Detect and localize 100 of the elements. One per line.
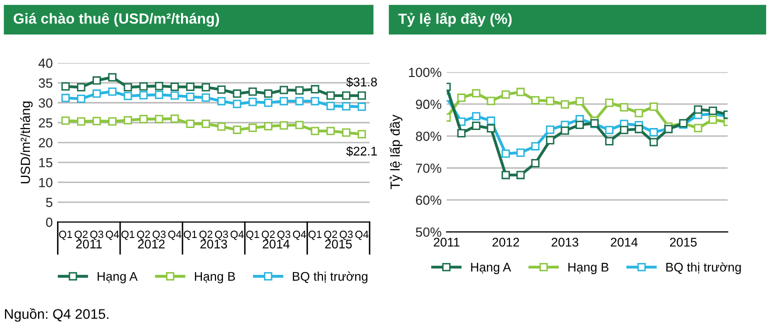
point bbox=[650, 138, 658, 146]
x-tick-label: Q2 bbox=[137, 230, 150, 240]
point bbox=[264, 98, 272, 107]
point bbox=[342, 91, 350, 100]
point bbox=[92, 76, 101, 85]
y-tick-label: 25 bbox=[38, 118, 52, 128]
point bbox=[576, 120, 584, 130]
point bbox=[620, 126, 628, 134]
legend-label: Hạng A bbox=[471, 262, 512, 274]
point bbox=[154, 82, 164, 90]
y-tick-label: 50% bbox=[416, 227, 442, 237]
x-tick-label: Q3 bbox=[340, 230, 353, 240]
point bbox=[202, 120, 210, 128]
point bbox=[472, 122, 480, 130]
point bbox=[342, 102, 350, 110]
y-tick-label: 90% bbox=[416, 100, 442, 110]
point bbox=[546, 136, 554, 144]
legend-label: Hạng B bbox=[194, 272, 235, 284]
point bbox=[280, 121, 288, 130]
x-tick-label: Q1 bbox=[246, 230, 260, 240]
point bbox=[502, 90, 510, 99]
x-tick-label: Q4 bbox=[168, 230, 182, 240]
point bbox=[186, 82, 194, 92]
point bbox=[154, 90, 164, 99]
x-tick-label: Q2 bbox=[324, 230, 338, 240]
point bbox=[546, 96, 554, 106]
point bbox=[310, 96, 320, 106]
point bbox=[472, 112, 480, 120]
point bbox=[217, 122, 226, 131]
point bbox=[326, 91, 335, 100]
point bbox=[486, 124, 496, 133]
point bbox=[248, 98, 257, 106]
point bbox=[358, 102, 366, 111]
point bbox=[531, 142, 540, 150]
point bbox=[295, 86, 304, 95]
x-tick-label: Q2 bbox=[199, 230, 212, 240]
point bbox=[502, 170, 510, 180]
point bbox=[326, 102, 335, 110]
point bbox=[560, 100, 570, 109]
point bbox=[186, 92, 194, 101]
point bbox=[108, 117, 116, 126]
y-tick-label: 60% bbox=[416, 196, 442, 205]
x-tick-label: Q2 bbox=[262, 230, 275, 240]
point bbox=[232, 126, 242, 134]
point bbox=[620, 103, 628, 112]
point bbox=[295, 120, 304, 130]
y-axis-title: Tỷ lệ lấp đầy bbox=[390, 114, 402, 190]
point bbox=[170, 91, 179, 100]
point bbox=[516, 88, 525, 96]
point bbox=[486, 96, 496, 106]
point bbox=[124, 83, 132, 92]
data-label: $22.1 bbox=[346, 146, 377, 156]
point bbox=[605, 98, 614, 107]
y-tick-label: 15 bbox=[39, 158, 52, 168]
point bbox=[310, 85, 320, 94]
point bbox=[61, 94, 70, 102]
point bbox=[634, 108, 644, 118]
point bbox=[326, 126, 335, 136]
y-tick-label: 5 bbox=[46, 198, 52, 208]
x-tick-label: 2011 bbox=[434, 238, 460, 247]
point bbox=[694, 105, 702, 114]
point bbox=[531, 159, 540, 168]
x-tick-label: Q4 bbox=[292, 230, 306, 240]
point bbox=[295, 96, 304, 106]
point bbox=[76, 117, 86, 126]
point bbox=[232, 89, 242, 98]
x-tick-label: Q4 bbox=[106, 230, 119, 240]
text: Nguồn: Q4 2015. bbox=[4, 308, 108, 322]
point bbox=[634, 124, 644, 134]
y-tick-label: 80% bbox=[416, 132, 442, 141]
x-tick-label: 2015 bbox=[670, 238, 697, 247]
point bbox=[605, 126, 614, 134]
chart-title: Tỷ lệ lấp đầy (%) bbox=[398, 12, 512, 27]
x-tick-label: 2013 bbox=[552, 238, 578, 247]
x-tick-label: Q1 bbox=[59, 230, 72, 240]
x-tick-label: Q3 bbox=[277, 230, 290, 240]
point bbox=[248, 124, 257, 132]
y-tick-label: 40 bbox=[38, 58, 52, 68]
point bbox=[280, 96, 288, 106]
legend-label: BQ thị trường bbox=[666, 262, 741, 274]
point bbox=[516, 170, 525, 180]
x-tick-label: Q3 bbox=[152, 230, 166, 240]
x-tick-label: Q4 bbox=[355, 230, 368, 240]
point bbox=[358, 130, 366, 138]
point bbox=[546, 126, 554, 134]
point bbox=[217, 96, 226, 106]
point bbox=[76, 83, 86, 92]
x-tick-label: Q1 bbox=[308, 230, 322, 240]
point bbox=[576, 97, 584, 106]
point bbox=[650, 102, 658, 111]
point bbox=[708, 106, 718, 115]
point bbox=[202, 93, 210, 102]
x-tick-label: 2014 bbox=[610, 238, 638, 247]
point bbox=[170, 82, 179, 92]
point bbox=[650, 128, 658, 136]
point bbox=[264, 122, 272, 130]
legend-label: Hạng B bbox=[568, 262, 608, 274]
point bbox=[457, 129, 466, 138]
point bbox=[694, 124, 702, 132]
x-tick-label: Q4 bbox=[230, 230, 244, 240]
